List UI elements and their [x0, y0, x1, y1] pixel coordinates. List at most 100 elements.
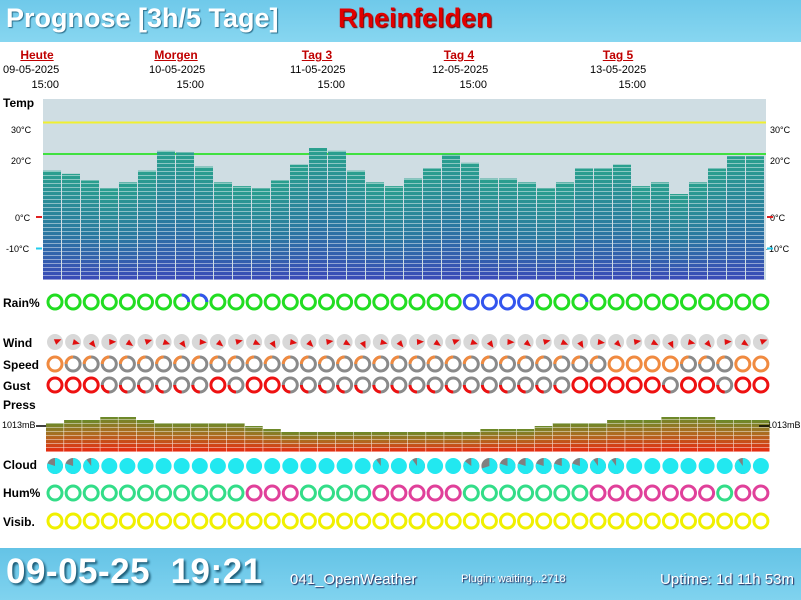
visib-ring	[227, 512, 245, 530]
hum-ring	[354, 484, 372, 502]
gust-ring	[64, 376, 82, 394]
wind-arrow	[416, 339, 424, 345]
speed-ring-part	[680, 355, 689, 365]
press-bar-stripes	[643, 420, 661, 452]
day-time: 15:00	[618, 79, 646, 91]
temp-bar-stripes	[404, 178, 422, 280]
visib-ring	[734, 512, 752, 530]
cloud-disc	[246, 458, 263, 474]
wind-arrow	[380, 339, 388, 345]
gust-ring-part	[480, 384, 490, 394]
press-bar-stripes	[408, 432, 426, 452]
visib-ring	[245, 512, 263, 530]
temp-bar-stripes	[480, 178, 498, 280]
press-bar-stripes	[227, 423, 245, 452]
rain-ring	[499, 293, 516, 311]
rain-ring-part	[579, 293, 589, 303]
day-date: 11-05-2025	[290, 64, 346, 76]
day-label[interactable]: Tag 3	[301, 48, 333, 62]
cloud-disc	[427, 458, 444, 474]
visib-ring	[517, 512, 535, 530]
rain-ring	[517, 293, 535, 311]
visib-ring	[82, 512, 100, 530]
row-label-temp: Temp	[3, 96, 35, 110]
visib-ring	[336, 512, 354, 530]
wind-arrow	[109, 339, 117, 345]
visib-ring	[625, 512, 643, 530]
day-label[interactable]: Tag 5	[602, 48, 634, 62]
rain-ring	[46, 293, 64, 311]
cloud-disc	[626, 458, 643, 474]
gust-ring-part	[426, 384, 436, 394]
speed-ring-part	[698, 355, 707, 365]
temp-bar-stripes	[195, 166, 213, 280]
speed-ring-part	[299, 355, 309, 365]
tick-0-right: 0°C	[770, 213, 786, 223]
hum-ring	[661, 484, 679, 502]
gust-ring-part	[553, 384, 563, 394]
rain-ring	[390, 293, 408, 311]
press-bar-stripes	[172, 423, 191, 452]
wind-arrow	[433, 339, 441, 346]
hum-ring	[281, 484, 299, 502]
visib-ring	[698, 512, 716, 530]
press-tick-left: 1013mB	[2, 420, 36, 430]
cloud-disc	[698, 458, 715, 474]
wind-arrow	[53, 339, 62, 345]
visib-ring	[354, 512, 372, 530]
cloud-sector	[481, 458, 498, 474]
day-date: 13-05-2025	[590, 64, 647, 76]
day-label[interactable]: Heute	[20, 48, 54, 62]
temp-bar-stripes	[575, 168, 593, 280]
day-label[interactable]: Morgen	[154, 48, 198, 62]
speed-ring-part	[499, 355, 508, 365]
gust-ring-part	[299, 384, 309, 394]
speed-ring-part	[426, 355, 436, 365]
cloud-disc	[336, 458, 353, 474]
gust-ring-part	[336, 384, 345, 394]
press-bar-stripes	[46, 423, 64, 452]
speed-ring-part	[462, 355, 472, 365]
wind-arrow	[741, 339, 749, 346]
press-bar-stripes	[733, 420, 752, 452]
visib-ring	[571, 512, 589, 530]
gust-ring-part	[444, 384, 454, 394]
wind-arrow	[759, 339, 768, 345]
rain-ring	[680, 293, 697, 311]
temp-bar-stripes	[613, 164, 631, 280]
gust-ring-part	[661, 384, 671, 394]
press-bar-stripes	[552, 423, 571, 452]
rain-ring	[318, 293, 335, 311]
wind-arrow	[396, 340, 404, 348]
visib-ring	[155, 512, 173, 530]
visib-ring	[607, 512, 625, 530]
day-label[interactable]: Tag 4	[443, 48, 475, 62]
temp-bar-stripes	[62, 173, 80, 280]
gust-ring-part	[137, 384, 146, 394]
rain-ring	[480, 293, 498, 311]
cloud-disc	[137, 458, 154, 474]
rain-ring	[535, 293, 553, 311]
temp-bar-stripes	[385, 186, 403, 280]
speed-ring	[661, 355, 679, 373]
wind-arrow	[162, 339, 171, 345]
speed-ring-part	[191, 355, 201, 365]
press-bar-stripes	[607, 420, 625, 452]
city-name: Rheinfelden	[338, 3, 493, 33]
cloud-sector	[372, 458, 389, 475]
uptime: Uptime: 1d 11h 53m	[660, 571, 794, 588]
row-label-speed: Speed	[3, 358, 40, 372]
hum-ring	[680, 484, 697, 502]
rain-ring-part	[181, 293, 191, 303]
temp-bar-stripes	[138, 170, 156, 280]
temp-bar-stripes	[537, 188, 555, 280]
press-bar-stripes	[516, 429, 535, 452]
rain-ring	[118, 293, 136, 311]
hum-ring	[64, 484, 82, 502]
speed-ring-part	[517, 355, 526, 365]
wind-arrow	[486, 340, 494, 348]
cloud-sector	[83, 458, 100, 475]
rain-ring	[281, 293, 299, 311]
cloud-disc	[101, 458, 118, 474]
visib-ring	[480, 512, 498, 530]
